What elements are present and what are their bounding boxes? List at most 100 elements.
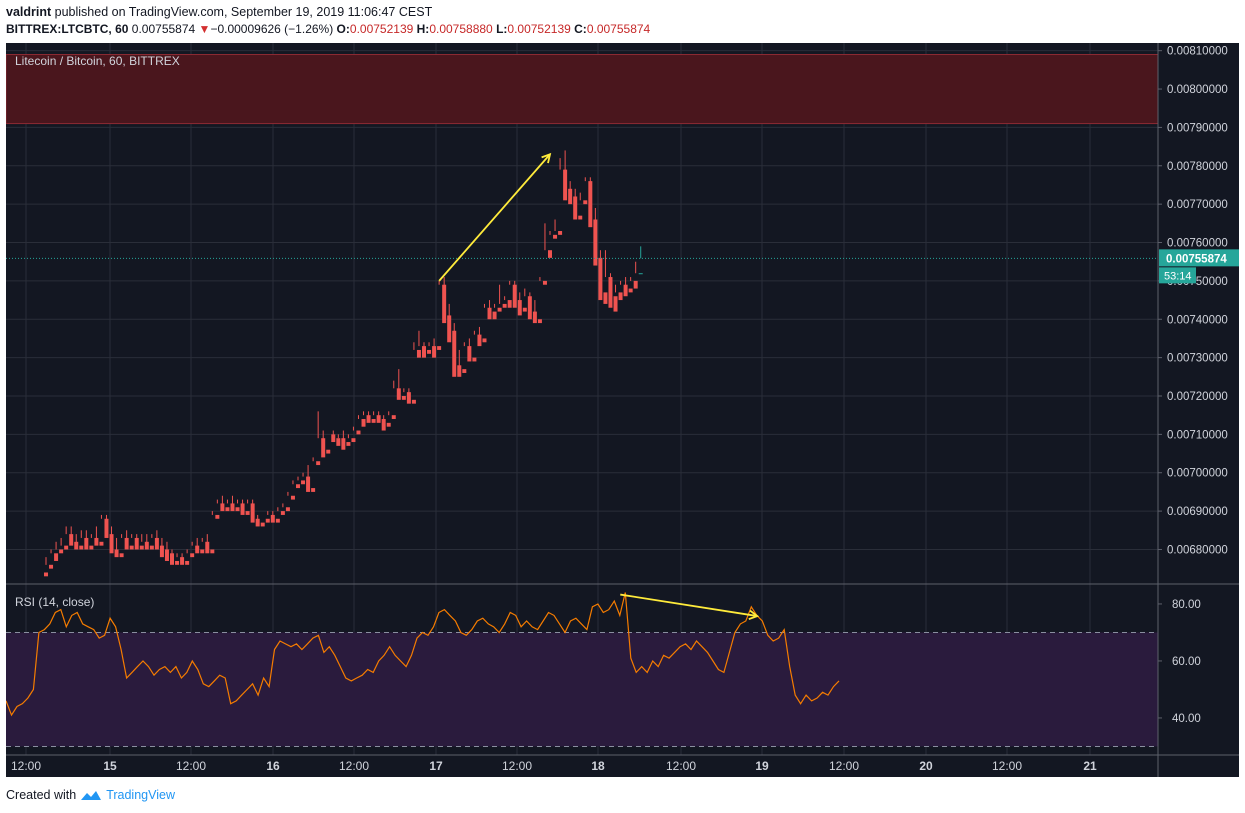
candle[interactable]: [442, 277, 447, 324]
candle[interactable]: [578, 192, 583, 220]
candle[interactable]: [164, 541, 169, 561]
candle[interactable]: [432, 338, 437, 358]
candle[interactable]: [129, 534, 134, 550]
candle[interactable]: [275, 507, 280, 523]
candle[interactable]: [401, 388, 406, 400]
candle[interactable]: [573, 188, 578, 220]
candle[interactable]: [406, 388, 411, 404]
candle[interactable]: [175, 553, 180, 565]
candle[interactable]: [104, 514, 109, 538]
candle[interactable]: [124, 530, 129, 550]
candle[interactable]: [255, 514, 260, 527]
candle[interactable]: [54, 541, 59, 561]
price-axis[interactable]: 0.00810000 0.00800000 0.00790000 0.00780000…: [1158, 46, 1228, 557]
candle[interactable]: [306, 465, 311, 492]
candle[interactable]: [280, 503, 285, 515]
candle[interactable]: [79, 530, 84, 550]
author-name[interactable]: valdrint: [6, 5, 52, 19]
candle[interactable]: [447, 303, 452, 343]
candle[interactable]: [492, 303, 497, 320]
candle[interactable]: [386, 411, 391, 427]
candle[interactable]: [341, 430, 346, 450]
candles-group[interactable]: [44, 150, 643, 577]
candle[interactable]: [114, 537, 119, 558]
candle[interactable]: [170, 549, 174, 565]
candle[interactable]: [553, 219, 558, 239]
candle[interactable]: [185, 549, 190, 565]
candle[interactable]: [542, 223, 547, 285]
candle[interactable]: [411, 342, 416, 404]
candle[interactable]: [517, 292, 522, 316]
candle[interactable]: [537, 277, 542, 324]
candle[interactable]: [361, 411, 366, 427]
candle[interactable]: [351, 426, 356, 443]
candle[interactable]: [49, 549, 54, 569]
candle[interactable]: [190, 541, 195, 558]
candle[interactable]: [638, 246, 643, 275]
candle[interactable]: [119, 534, 124, 558]
candle[interactable]: [180, 553, 185, 565]
candle[interactable]: [633, 261, 638, 289]
candle[interactable]: [336, 434, 341, 446]
candle[interactable]: [64, 526, 69, 550]
candle[interactable]: [250, 499, 255, 523]
candle[interactable]: [558, 158, 563, 235]
chart-canvas[interactable]: 0.00810000 0.00800000 0.00790000 0.00780000…: [6, 43, 1239, 777]
candle[interactable]: [270, 511, 275, 523]
candle[interactable]: [139, 534, 144, 550]
candle[interactable]: [472, 330, 477, 362]
rsi-axis[interactable]: 80.00 60.00 40.00: [1158, 599, 1201, 725]
candle[interactable]: [301, 472, 306, 485]
candle[interactable]: [583, 177, 588, 205]
candle[interactable]: [245, 499, 250, 515]
candle[interactable]: [134, 534, 139, 550]
candle[interactable]: [371, 411, 376, 423]
candle[interactable]: [316, 411, 321, 466]
candle[interactable]: [376, 411, 381, 423]
rsi-divergence-arrow[interactable]: [620, 593, 760, 620]
candle[interactable]: [422, 342, 426, 358]
candle[interactable]: [548, 231, 552, 258]
candle[interactable]: [427, 342, 432, 354]
candle[interactable]: [265, 511, 270, 523]
candle[interactable]: [527, 292, 532, 320]
candle[interactable]: [381, 415, 386, 431]
candle[interactable]: [321, 430, 326, 458]
candle[interactable]: [437, 280, 442, 350]
candle[interactable]: [497, 284, 502, 312]
candle[interactable]: [522, 288, 527, 312]
candle[interactable]: [603, 250, 608, 304]
candle[interactable]: [628, 277, 633, 293]
candle[interactable]: [416, 330, 421, 358]
candle[interactable]: [200, 537, 205, 554]
candle[interactable]: [94, 526, 99, 546]
candle[interactable]: [532, 300, 537, 324]
candle[interactable]: [285, 491, 290, 512]
candle[interactable]: [260, 519, 265, 527]
candle[interactable]: [588, 177, 593, 228]
candle[interactable]: [391, 380, 396, 420]
candle[interactable]: [326, 434, 331, 454]
candle[interactable]: [366, 411, 371, 423]
candle[interactable]: [44, 557, 48, 577]
candle[interactable]: [512, 280, 517, 308]
candle[interactable]: [608, 273, 613, 308]
candle[interactable]: [396, 369, 401, 400]
candle[interactable]: [482, 303, 487, 343]
candle[interactable]: [563, 150, 568, 201]
candle[interactable]: [109, 526, 114, 554]
candle[interactable]: [149, 534, 154, 550]
candle[interactable]: [74, 534, 79, 550]
candle[interactable]: [235, 499, 240, 512]
candle[interactable]: [220, 495, 225, 512]
candle[interactable]: [205, 534, 210, 554]
candle[interactable]: [210, 511, 215, 554]
candle[interactable]: [487, 300, 492, 320]
candle[interactable]: [593, 207, 598, 266]
candle[interactable]: [59, 537, 64, 554]
candle[interactable]: [356, 415, 361, 435]
candle[interactable]: [457, 349, 462, 377]
price-trend-arrow[interactable]: [438, 152, 552, 282]
candle[interactable]: [215, 499, 220, 519]
candle[interactable]: [69, 526, 74, 546]
